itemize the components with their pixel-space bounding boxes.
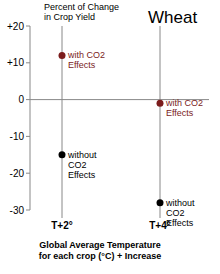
text-line: with CO2 bbox=[67, 50, 105, 60]
point-label: with CO2Effects bbox=[165, 98, 203, 118]
text-line: without bbox=[67, 150, 97, 160]
chart: -30-20-100+10+20T+2°T+4°WheatPercent of … bbox=[0, 0, 220, 274]
y-tick bbox=[26, 136, 30, 137]
point bbox=[59, 52, 66, 59]
y-tick bbox=[26, 173, 30, 174]
x-axis-label: Global Average Temperaturefor each crop … bbox=[39, 240, 161, 261]
text-line: Effects bbox=[166, 108, 194, 118]
x-tick-label: T+2° bbox=[51, 220, 73, 231]
point bbox=[59, 151, 66, 158]
point-label: withoutCO2Effects bbox=[165, 198, 195, 228]
y-tick-label: -20 bbox=[10, 168, 25, 179]
y-tick-label: -30 bbox=[10, 205, 25, 216]
point-label: with CO2Effects bbox=[67, 50, 105, 70]
grid-line bbox=[160, 26, 161, 218]
text-line: with CO2 bbox=[165, 98, 203, 108]
text-line: for each crop (°C) + Increase bbox=[39, 251, 161, 261]
point bbox=[157, 199, 164, 206]
y-tick bbox=[26, 26, 30, 27]
point-label: withoutCO2Effects bbox=[67, 150, 97, 180]
marks bbox=[59, 52, 164, 206]
y-axis-line bbox=[30, 26, 31, 210]
y-axis-label: Percent of Changein Crop Yield bbox=[44, 2, 119, 22]
y-tick-label: +10 bbox=[7, 57, 24, 68]
text-line: CO2 bbox=[68, 160, 87, 170]
text-line: Global Average Temperature bbox=[39, 240, 161, 250]
y-tick-label: -10 bbox=[10, 131, 25, 142]
text-line: without bbox=[165, 198, 195, 208]
text-line: in Crop Yield bbox=[44, 12, 95, 22]
text-line: CO2 bbox=[166, 208, 185, 218]
title: Wheat bbox=[148, 8, 197, 27]
text-line: Percent of Change bbox=[44, 2, 119, 12]
y-tick bbox=[26, 210, 30, 211]
y-tick bbox=[26, 62, 30, 63]
y-tick-label: 0 bbox=[18, 94, 24, 105]
text-line: Effects bbox=[68, 170, 96, 180]
text-line: Effects bbox=[68, 60, 96, 70]
text-line: Effects bbox=[166, 218, 194, 228]
point bbox=[157, 100, 164, 107]
y-tick-label: +20 bbox=[7, 21, 24, 32]
y-tick bbox=[26, 99, 30, 100]
